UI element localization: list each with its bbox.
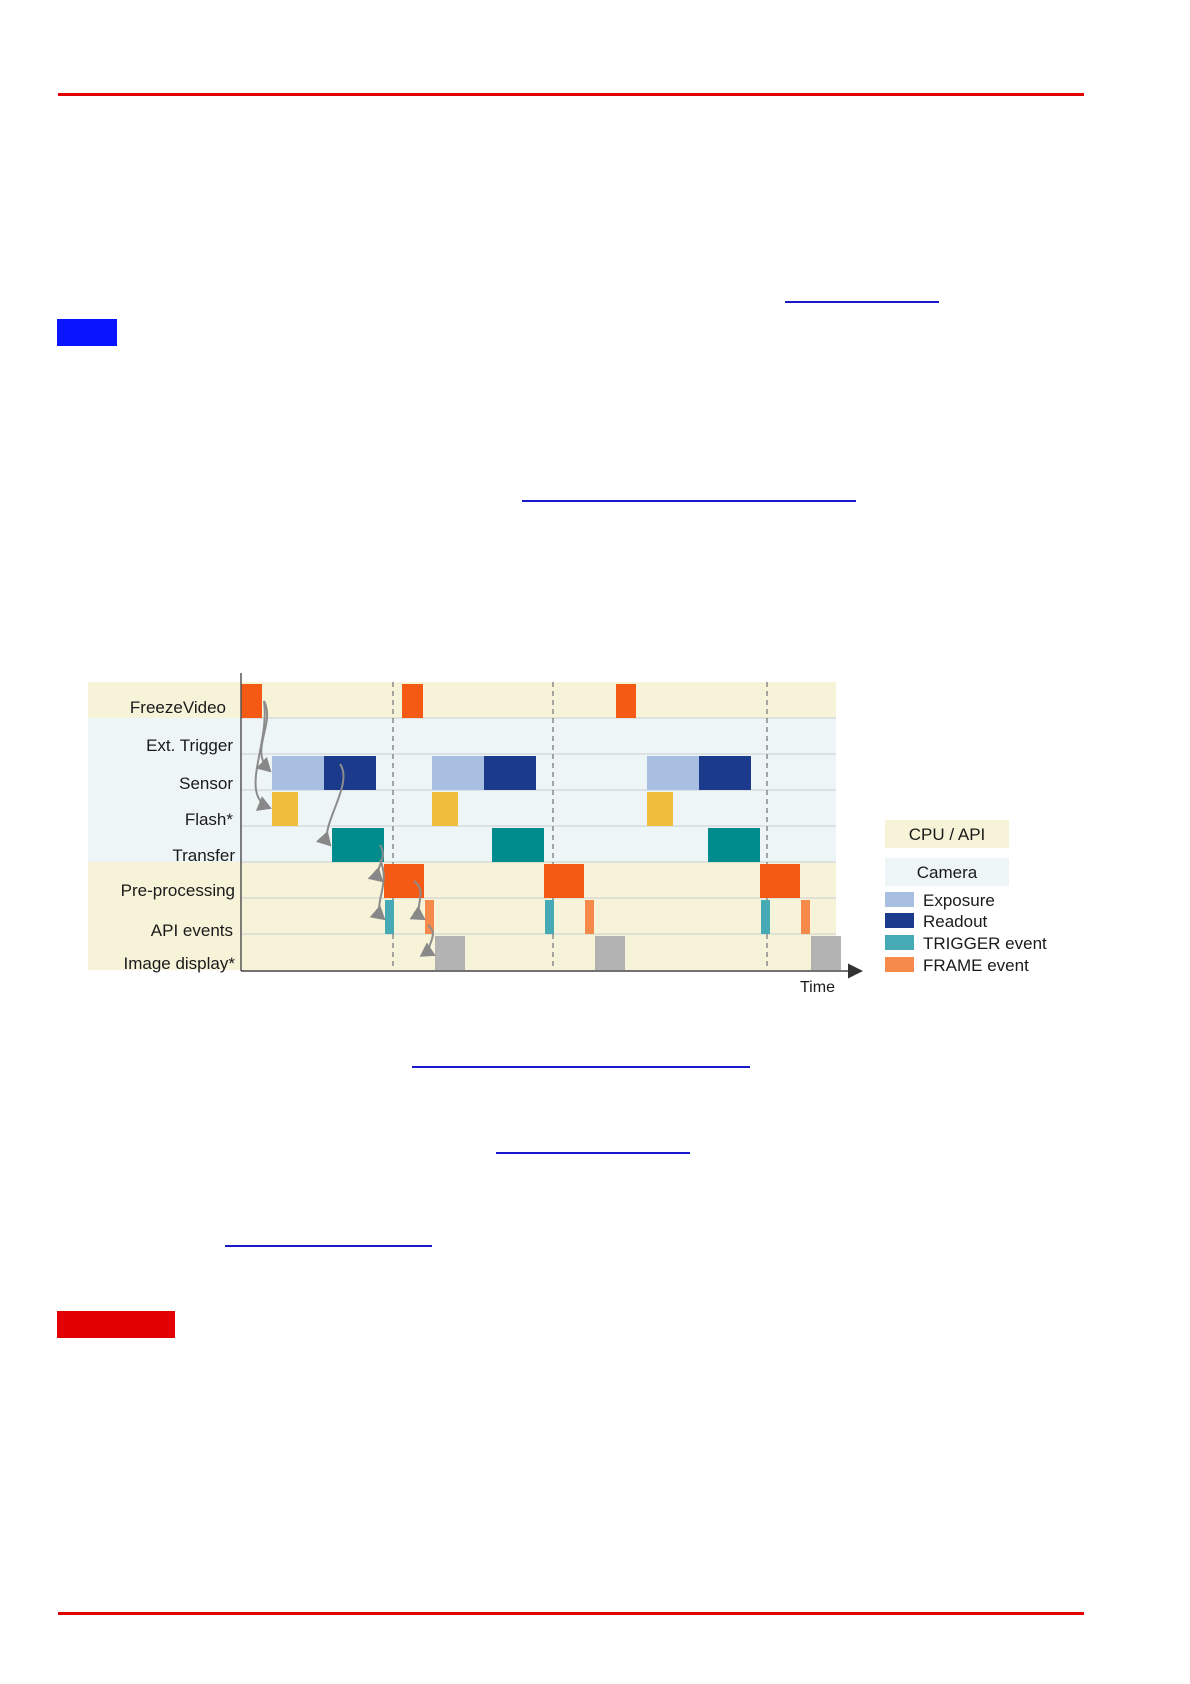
flash-3: [647, 792, 673, 826]
frame-event-2: [585, 900, 594, 934]
red-marker-block: [57, 1311, 175, 1338]
legend-cpu-api-label: CPU / API: [909, 825, 986, 844]
flow-arrow-freeze-to-flash: [254, 700, 272, 811]
preprocessing-1: [384, 864, 424, 898]
hyperlink-underline-3[interactable]: [412, 1066, 750, 1068]
timing-diagram: FreezeVideo Ext. Trigger Sensor Flash* T…: [88, 673, 1047, 996]
legend-frame-event-label: FRAME event: [923, 956, 1029, 975]
flash-2: [432, 792, 458, 826]
lane-label-image-display: Image display*: [123, 954, 235, 973]
footer-rule: [58, 1612, 1084, 1615]
legend-trigger-event-swatch: [885, 935, 914, 950]
legend-cpu-api-swatch: [885, 820, 1009, 848]
legend-camera-label: Camera: [917, 863, 978, 882]
lane-label-sensor: Sensor: [179, 774, 233, 793]
flow-arrow-frame-to-display: [419, 924, 436, 957]
image-display-3: [811, 936, 841, 970]
hyperlink-underline-5[interactable]: [225, 1245, 432, 1247]
legend-camera-swatch: [885, 858, 1009, 886]
legend-exposure-swatch: [885, 892, 914, 907]
readout-1: [324, 756, 376, 790]
cpu-band-top: [88, 682, 836, 718]
legend-readout-swatch: [885, 913, 914, 928]
lane-label-pre-processing: Pre-processing: [121, 881, 235, 900]
exposure-2: [432, 756, 484, 790]
lane-label-ext-trigger: Ext. Trigger: [146, 736, 233, 755]
blue-marker-block: [57, 319, 117, 346]
hyperlink-underline-2[interactable]: [522, 500, 856, 502]
hyperlink-underline-1[interactable]: [785, 301, 939, 303]
lane-label-transfer: Transfer: [172, 846, 235, 865]
readout-3: [699, 756, 751, 790]
hyperlink-underline-4[interactable]: [496, 1152, 690, 1154]
preprocessing-3: [760, 864, 800, 898]
lane-label-api-events: API events: [151, 921, 233, 940]
flow-arrow-readout-to-transfer: [315, 763, 345, 847]
flow-arrow-transfer-to-preproc: [367, 844, 384, 883]
lane-label-flash: Flash*: [185, 810, 234, 829]
transfer-3: [708, 828, 760, 862]
legend-exposure-label: Exposure: [923, 891, 995, 910]
freezevideo-call-2: [402, 684, 423, 718]
header-rule: [58, 93, 1084, 96]
trigger-event-1: [385, 900, 394, 934]
legend-readout-label: Readout: [923, 912, 988, 931]
transfer-1: [332, 828, 384, 862]
time-axis-label: Time: [800, 979, 835, 996]
frame-event-1: [425, 900, 434, 934]
preprocessing-2: [544, 864, 584, 898]
frame-event-3: [801, 900, 810, 934]
trigger-event-3: [761, 900, 770, 934]
image-display-2: [595, 936, 625, 970]
transfer-2: [492, 828, 544, 862]
flow-arrow-preproc-to-frame: [409, 880, 426, 921]
lane-label-freezevideo: FreezeVideo: [130, 698, 226, 717]
flow-arrow-preproc-to-trigger: [369, 859, 386, 921]
readout-2: [484, 756, 536, 790]
exposure-3: [647, 756, 699, 790]
freezevideo-call-3: [616, 684, 636, 718]
exposure-1: [272, 756, 324, 790]
legend-trigger-event-label: TRIGGER event: [923, 934, 1047, 953]
flash-1: [272, 792, 298, 826]
trigger-event-2: [545, 900, 554, 934]
legend-frame-event-swatch: [885, 957, 914, 972]
image-display-1: [435, 936, 465, 970]
freezevideo-call-1: [241, 684, 262, 718]
